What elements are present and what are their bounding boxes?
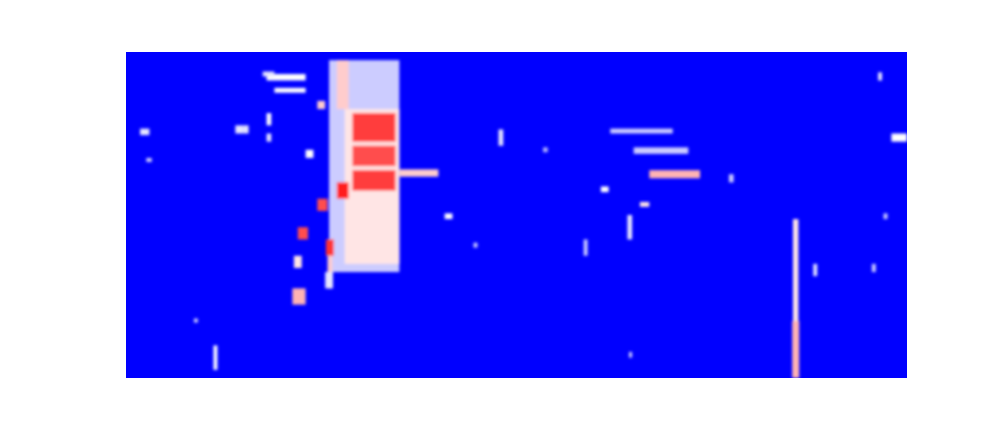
- heatmap-cell: [610, 129, 672, 134]
- heatmap-cell: [872, 264, 876, 272]
- heatmap-cell: [792, 321, 799, 378]
- heatmap-cell: [267, 113, 272, 125]
- heatmap-cell: [499, 129, 504, 145]
- plot-area: [140, 60, 907, 378]
- heatmap-cell: [634, 147, 689, 154]
- heatmap-cell: [306, 150, 314, 158]
- heatmap-cell: [213, 345, 217, 369]
- heatmap-cell: [243, 125, 248, 133]
- heatmap-cell: [140, 129, 149, 136]
- heatmap-cell: [298, 227, 308, 239]
- heatmap-cell: [649, 170, 700, 178]
- heatmap-cell: [543, 147, 548, 152]
- heatmap-cell: [194, 319, 198, 323]
- chart-container: [0, 0, 1008, 432]
- heatmap-cell: [629, 352, 632, 358]
- heatmap-cell: [601, 186, 609, 192]
- heatmap-cell: [584, 239, 588, 255]
- heatmap-cell: [267, 134, 272, 142]
- heatmap-cell: [337, 182, 349, 198]
- heatmap-cell: [325, 272, 333, 288]
- heatmap-cell: [292, 288, 305, 304]
- heatmap-cell: [235, 125, 243, 133]
- heatmap-cell: [813, 264, 817, 276]
- heatmap-cell: [884, 213, 888, 219]
- heatmap-cell: [352, 113, 395, 142]
- heatmap-cell: [146, 158, 151, 162]
- heatmap-cell: [627, 215, 632, 239]
- heatmap-cell: [337, 60, 349, 109]
- heatmap-cell: [445, 213, 453, 219]
- heatmap-cell: [329, 60, 399, 272]
- heatmap-cell: [326, 239, 334, 255]
- heatmap-cell: [878, 72, 882, 80]
- heatmap-cell: [793, 219, 798, 378]
- heatmap-cell: [352, 170, 395, 190]
- heatmap-cell: [274, 88, 305, 93]
- heatmap-cell: [317, 199, 327, 211]
- heatmap-cell: [352, 146, 395, 166]
- chart-svg: [0, 0, 1008, 432]
- heatmap-cells: [140, 60, 907, 378]
- heatmap-cell: [891, 134, 907, 142]
- heatmap-cell: [294, 256, 302, 268]
- heatmap-cell: [729, 174, 734, 182]
- heatmap-cell: [263, 72, 275, 77]
- heatmap-cell: [317, 101, 325, 109]
- heatmap-cell: [474, 243, 478, 248]
- plot-background: [126, 52, 907, 378]
- heatmap-cell: [640, 202, 649, 207]
- heatmap-cell: [345, 109, 400, 264]
- heatmap-cell: [399, 169, 438, 176]
